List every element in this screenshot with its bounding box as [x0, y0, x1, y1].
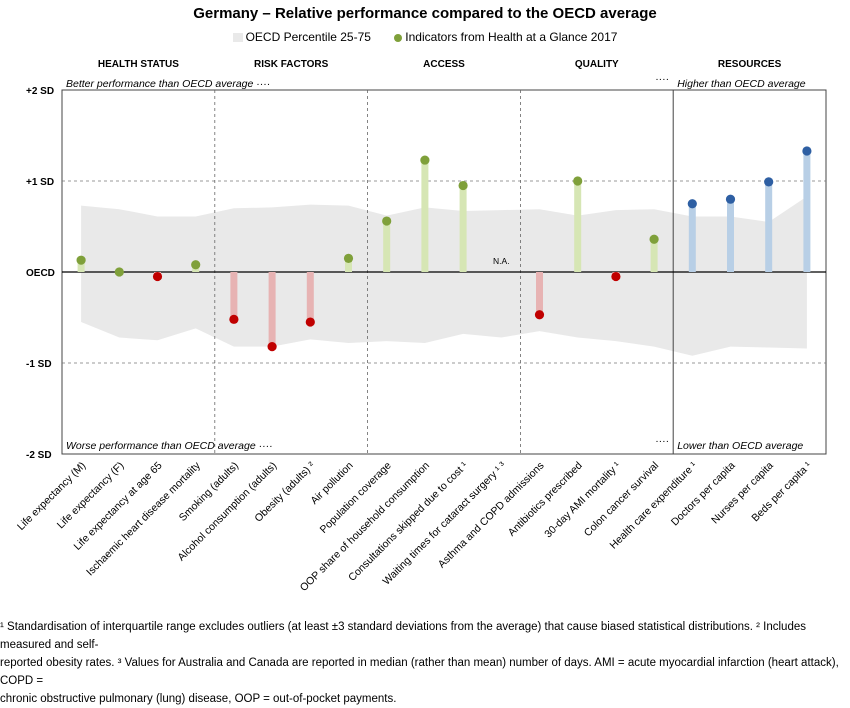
indicator-bar	[383, 221, 391, 272]
indicator-bar	[306, 272, 314, 323]
annotation-dots-top: ····	[655, 73, 669, 85]
indicator-bar	[688, 203, 696, 272]
na-label: N.A.	[493, 256, 510, 266]
annotation-worse: Worse performance than OECD average ····	[66, 440, 273, 452]
indicator-dot	[458, 180, 468, 191]
oecd-interquartile-band	[81, 196, 807, 356]
annotation-better: Better performance than OECD average ···…	[66, 78, 270, 90]
group-header: RISK FACTORS	[254, 59, 329, 70]
annotation-higher: Higher than OECD average	[677, 78, 806, 90]
indicator-dot	[725, 194, 736, 204]
indicator-bar	[77, 260, 85, 272]
indicator-bar	[459, 185, 467, 272]
indicator-bar	[727, 199, 734, 272]
category-label: Antibiotics prescribed	[506, 460, 585, 539]
y-tick-label: -2 SD	[26, 450, 52, 461]
annotation-dots-bottom: ····	[655, 435, 669, 447]
indicator-dot	[764, 177, 774, 187]
y-tick-label: +2 SD	[26, 86, 54, 97]
indicator-dot	[152, 271, 163, 282]
category-label: Doctors per capita	[669, 460, 738, 529]
indicator-dot	[229, 314, 239, 324]
group-header: HEALTH STATUS	[98, 59, 179, 70]
legend: OECD Percentile 25-75 Indicators from He…	[0, 30, 850, 44]
chart-plot: HEALTH STATUS RISK FACTORS ACCESS QUALITY RE…	[15, 59, 827, 594]
category-label: Life expectancy (F)	[55, 460, 127, 532]
indicator-dot	[114, 267, 124, 277]
group-header: RESOURCES	[718, 59, 782, 70]
indicator-bar	[650, 239, 658, 272]
group-header: ACCESS	[423, 59, 465, 70]
indicator-bar	[421, 160, 429, 272]
chart-title: Germany – Relative performance compared …	[193, 5, 657, 22]
legend-dots-label: Indicators from Health at a Glance 2017	[405, 30, 618, 44]
footnote-line-2: reported obesity rates. ³ Values for Aus…	[0, 657, 839, 687]
indicator-bar	[345, 258, 352, 272]
indicator-dot	[611, 271, 621, 282]
indicator-bar	[803, 150, 811, 272]
legend-band-label: OECD Percentile 25-75	[245, 30, 371, 44]
indicator-dot	[687, 199, 697, 209]
indicator-dot	[191, 260, 201, 270]
category-label: Colon cancer survival	[582, 460, 661, 539]
footnote: ¹ Standardisation of interquartile range…	[0, 618, 850, 708]
indicator-dot	[305, 317, 315, 327]
indicator-bar	[765, 181, 773, 272]
indicator-dot	[534, 310, 545, 320]
y-tick-label: OECD	[26, 268, 55, 279]
legend-band-swatch	[232, 33, 243, 43]
category-label: Life expectancy (M)	[15, 460, 88, 533]
indicator-dot	[267, 342, 277, 352]
y-tick-label: +1 SD	[26, 177, 54, 188]
indicator-dot	[382, 216, 392, 226]
indicator-dot	[649, 234, 659, 244]
indicator-bar	[574, 181, 582, 272]
indicator-bar	[230, 272, 238, 320]
annotation-lower: Lower than OECD average	[677, 440, 803, 452]
indicator-bar	[536, 272, 543, 315]
indicator-dot	[573, 176, 583, 186]
indicator-dot	[420, 155, 430, 165]
indicator-dot	[343, 253, 354, 263]
indicator-dot	[76, 255, 86, 265]
group-header: QUALITY	[575, 59, 619, 70]
category-label: Population coverage	[318, 460, 394, 536]
y-tick-label: -1 SD	[26, 359, 52, 370]
footnote-line-3: chronic obstructive pulmonary (lung) dis…	[0, 693, 397, 705]
indicator-dot	[802, 146, 812, 156]
indicator-bar	[268, 272, 276, 347]
legend-dot-swatch	[394, 33, 403, 42]
footnote-line-1: ¹ Standardisation of interquartile range…	[0, 621, 806, 651]
